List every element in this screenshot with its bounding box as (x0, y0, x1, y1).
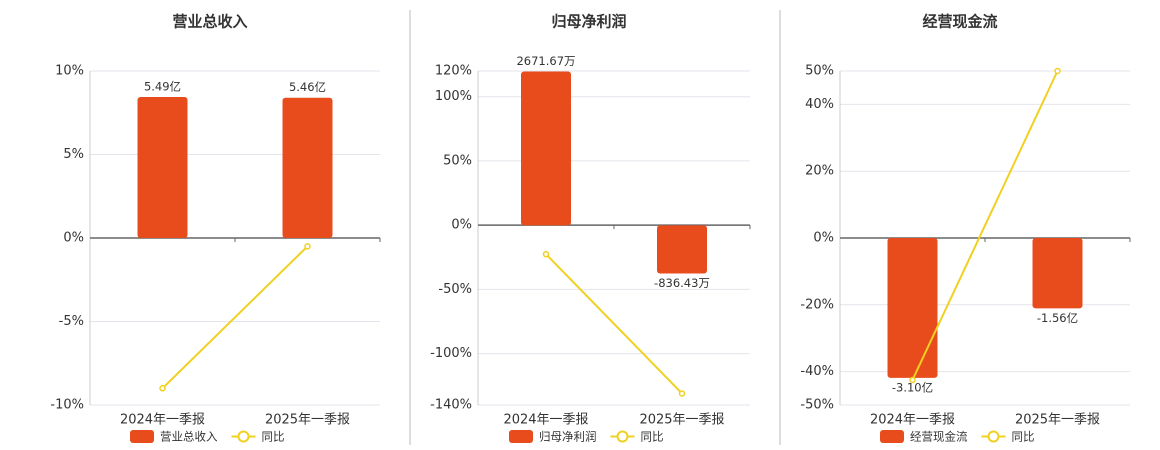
y-tick-label: 5% (63, 147, 84, 162)
value-label: 5.46亿 (289, 80, 326, 94)
chart-title: 经营现金流 (922, 13, 997, 31)
x-tick-label: 2025年一季报 (265, 413, 350, 428)
y-tick-label: 20% (805, 164, 834, 179)
y-tick-label: -50% (800, 398, 834, 413)
value-label: 2671.67万 (516, 54, 575, 68)
line (545, 253, 683, 395)
legend-label: 归母净利润 (539, 430, 597, 444)
point (304, 243, 311, 250)
point (909, 376, 916, 384)
x-tick-label: 2025年一季报 (1015, 413, 1100, 428)
y-tick-label: 100% (435, 89, 472, 104)
y-tick-label: 50% (805, 64, 834, 79)
y-tick-label: 0% (813, 231, 834, 246)
x-tick-label: 2025年一季报 (639, 413, 724, 428)
value-label: -836.43万 (654, 276, 710, 290)
legend-swatch (130, 430, 154, 443)
legend-label: 营业总收入 (160, 430, 218, 444)
y-tick-label: -40% (800, 364, 834, 379)
legend-swatch (509, 430, 533, 443)
y-tick-label: 50% (443, 153, 472, 168)
chart-title: 归母净利润 (551, 13, 626, 31)
y-tick-label: 120% (435, 64, 472, 79)
y-tick-label: 10% (55, 64, 84, 79)
legend-label: 同比 (1012, 430, 1035, 444)
y-tick-label: -100% (430, 346, 472, 361)
bar (1032, 238, 1083, 309)
x-tick-label: 2024年一季报 (120, 413, 205, 428)
chart-title: 营业总收入 (172, 13, 247, 31)
y-tick-label: -20% (800, 297, 834, 312)
legend-label: 经营现金流 (910, 430, 968, 444)
y-tick-label: -5% (59, 314, 84, 329)
legend-marker (616, 430, 629, 443)
y-tick-label: 0% (63, 231, 84, 246)
point (678, 390, 686, 397)
line (911, 70, 1059, 381)
value-label: 5.49亿 (144, 79, 181, 93)
legend-swatch (880, 430, 904, 443)
bar (137, 96, 188, 238)
y-tick-label: -140% (430, 398, 472, 413)
legend-marker (987, 430, 1000, 443)
legend-label: 同比 (641, 430, 664, 444)
y-tick-label: 40% (805, 97, 834, 112)
x-tick-label: 2024年一季报 (870, 413, 955, 428)
bar (282, 97, 333, 238)
y-tick-label: -10% (50, 398, 84, 413)
line (161, 245, 309, 390)
point (1054, 67, 1061, 75)
y-tick-label: -50% (438, 282, 472, 297)
value-label: -1.56亿 (1037, 311, 1078, 325)
bar (887, 238, 938, 378)
bar (657, 225, 707, 274)
y-tick-label: 0% (451, 218, 472, 233)
bar (521, 71, 571, 226)
legend-label: 同比 (262, 430, 285, 444)
x-tick-label: 2024年一季报 (503, 413, 588, 428)
point (542, 250, 550, 258)
value-label: -3.10亿 (892, 380, 933, 394)
point (159, 385, 166, 392)
legend-marker (237, 430, 250, 443)
